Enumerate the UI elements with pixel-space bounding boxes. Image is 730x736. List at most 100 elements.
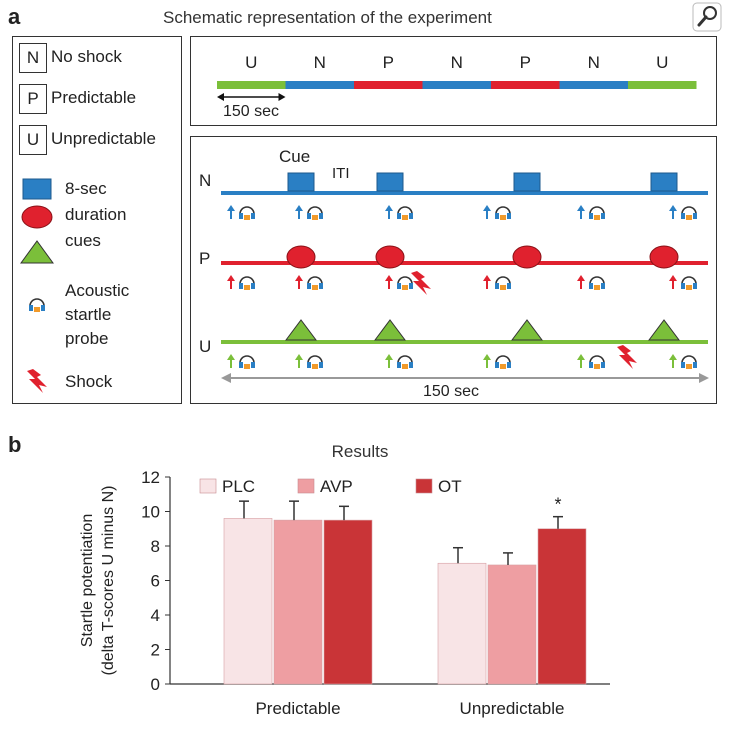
probe-arrow-head: [227, 275, 235, 281]
sequence-label: N: [450, 53, 463, 72]
probe-arrow-head: [669, 275, 677, 281]
cue-square: [376, 172, 404, 192]
startle-probe-icon: [307, 355, 323, 369]
legend-label-ot: OT: [438, 477, 462, 496]
panel-b-letter: b: [8, 432, 22, 457]
scale-arrow-right-head: [278, 93, 286, 101]
y-axis-label-line2: (delta T-scores U minus N): [100, 486, 117, 676]
bar-avp-unpredictable: [487, 564, 537, 685]
timeline-row-label-u: U: [199, 337, 212, 356]
legend-label-plc: PLC: [222, 477, 255, 496]
legend-triangle-icon: [20, 240, 54, 264]
legend-cue-line2: duration: [65, 205, 127, 224]
shock-icon: [617, 345, 637, 369]
y-tick-label: 8: [151, 537, 160, 556]
bar-plc-unpredictable: [437, 562, 487, 685]
legend-shapes: [20, 178, 54, 393]
startle-probe-icon: [397, 276, 413, 290]
startle-probe-icon: [589, 355, 605, 369]
probe-arrow-head: [669, 205, 677, 211]
y-tick-label: 10: [141, 503, 160, 522]
startle-probe-icon: [589, 276, 605, 290]
sequence-segment-n: [422, 81, 491, 89]
cue-oval: [375, 245, 405, 269]
startle-probe-icon: [307, 276, 323, 290]
sequence-label: N: [313, 53, 326, 72]
startle-probe-icon: [239, 206, 255, 220]
probe-arrow-head: [227, 205, 235, 211]
y-tick-label: 4: [151, 606, 160, 625]
bar-plc-predictable: [223, 518, 273, 685]
chart-title: Results: [332, 442, 389, 461]
cue-square: [287, 172, 315, 192]
startle-probe-icon: [239, 276, 255, 290]
legend-probe-line2: startle: [65, 305, 112, 324]
cue-triangle: [511, 319, 543, 341]
significance-marker: *: [554, 495, 561, 515]
sequence-label: U: [245, 53, 258, 72]
x-category-label: Unpredictable: [460, 699, 565, 718]
timeline-scale-right-head: [699, 373, 709, 383]
legend-square-icon: [22, 178, 52, 200]
sequence-segment-n: [285, 81, 354, 89]
probe-arrow-head: [385, 354, 393, 360]
sequence-label: N: [587, 53, 600, 72]
startle-probe-icon: [239, 355, 255, 369]
y-tick-label: 12: [141, 468, 160, 487]
panel-a-letter: a: [8, 4, 21, 29]
cue-oval: [512, 245, 542, 269]
startle-probe-icon: [397, 206, 413, 220]
legend-swatch-plc: [199, 478, 217, 494]
timeline-scale-left-head: [221, 373, 231, 383]
scale-arrow-left-head: [217, 93, 224, 101]
sequence-bar: [217, 81, 697, 101]
startle-probe-icon: [681, 206, 697, 220]
results-bar-chart: Results 0 2 4 6 8 10 12 Startle potentiation (del…: [79, 442, 610, 718]
cue-label: Cue: [279, 147, 311, 166]
probe-arrow-head: [577, 205, 585, 211]
probe-arrow-head: [385, 205, 393, 211]
legend-swatch-ot: [415, 478, 433, 494]
probe-arrow-head: [669, 354, 677, 360]
y-tick-label: 0: [151, 675, 160, 694]
cue-triangle: [648, 319, 680, 341]
timeline-row-label-n: N: [199, 171, 212, 190]
legend-code-u: U: [19, 125, 47, 155]
startle-probe-icon: [397, 355, 413, 369]
sequence-segment-n: [559, 81, 628, 89]
zoom-icon[interactable]: [692, 2, 722, 32]
legend-oval-icon: [21, 205, 53, 229]
legend-label-no-shock: No shock: [51, 47, 122, 66]
timeline-scale-label: 150 sec: [423, 383, 480, 400]
y-axis-label-line1: Startle potentiation: [79, 514, 96, 647]
timeline-diagram: [221, 172, 709, 383]
x-category-label: Predictable: [255, 699, 340, 718]
legend-code-n: N: [19, 43, 47, 73]
sequence-label: P: [519, 53, 531, 72]
bar-avp-predictable: [273, 519, 323, 685]
sequence-segment-u: [217, 81, 286, 89]
sequence-scale-label: 150 sec: [223, 103, 280, 120]
probe-arrow-head: [295, 354, 303, 360]
sequence-label: U: [656, 53, 669, 72]
startle-probe-icon: [495, 206, 511, 220]
timeline-row-label-p: P: [199, 249, 211, 268]
probe-arrow-head: [483, 205, 491, 211]
legend-box: N No shock P Predictable U Unpredictable…: [12, 36, 182, 404]
bar-ot-unpredictable: [537, 528, 587, 685]
y-tick-label: 6: [151, 572, 160, 591]
probe-arrow-head: [577, 354, 585, 360]
legend-shock-label: Shock: [65, 372, 113, 391]
legend-probe-line1: Acoustic: [65, 281, 130, 300]
startle-probe-icon: [307, 206, 323, 220]
bar-ot-predictable: [323, 519, 373, 685]
legend-label-avp: AVP: [320, 477, 353, 496]
startle-probe-icon: [495, 355, 511, 369]
cue-square: [513, 172, 541, 192]
startle-probe-icon: [589, 206, 605, 220]
probe-arrow-head: [295, 275, 303, 281]
startle-probe-icon: [495, 276, 511, 290]
iti-label: ITI: [332, 165, 350, 182]
legend-cue-line3: cues: [65, 231, 101, 250]
legend-shock-icon: [27, 369, 47, 393]
